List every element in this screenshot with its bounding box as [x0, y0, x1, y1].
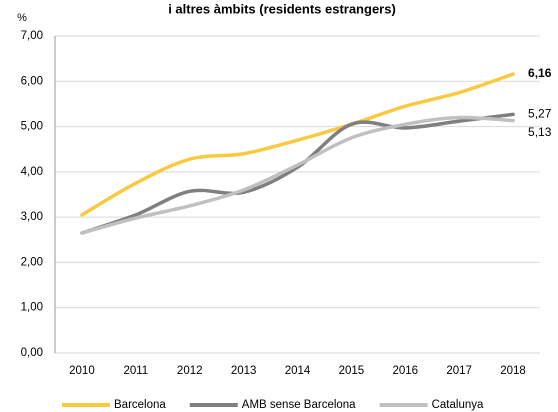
x-tick-label: 2018: [500, 365, 526, 377]
legend-label: Catalunya: [432, 399, 484, 411]
legend-label: Barcelona: [114, 399, 166, 411]
x-tick-label: 2016: [392, 365, 418, 377]
x-tick-label: 2015: [339, 365, 365, 377]
y-tick-label: 1,00: [21, 302, 43, 314]
y-tick-label: 0,00: [21, 347, 43, 359]
y-tick-label: 3,00: [21, 211, 43, 223]
x-tick-label: 2011: [123, 365, 148, 377]
y-tick-label: 4,00: [21, 166, 43, 178]
line: [80, 112, 515, 235]
data-label: 5,27: [528, 107, 552, 121]
line: [80, 72, 515, 217]
y-tick-label: 6,00: [21, 75, 43, 87]
data-label: 5,13: [528, 125, 552, 139]
y-tick-label: 7,00: [21, 30, 43, 42]
y-axis-label: %: [17, 12, 27, 24]
y-tick-label: 2,00: [21, 256, 43, 268]
x-tick-label: 2017: [446, 365, 472, 377]
x-tick-label: 2014: [285, 365, 311, 377]
y-tick-label: 5,00: [21, 121, 43, 133]
data-label: 6,16: [528, 66, 552, 80]
x-tick-label: 2013: [231, 365, 257, 377]
x-tick-label: 2012: [177, 365, 203, 377]
chart-title: i altres àmbits (residents estrangers): [168, 1, 396, 16]
x-tick-label: 2010: [69, 365, 95, 377]
line: [80, 115, 515, 235]
legend-label: AMB sense Barcelona: [242, 399, 356, 411]
